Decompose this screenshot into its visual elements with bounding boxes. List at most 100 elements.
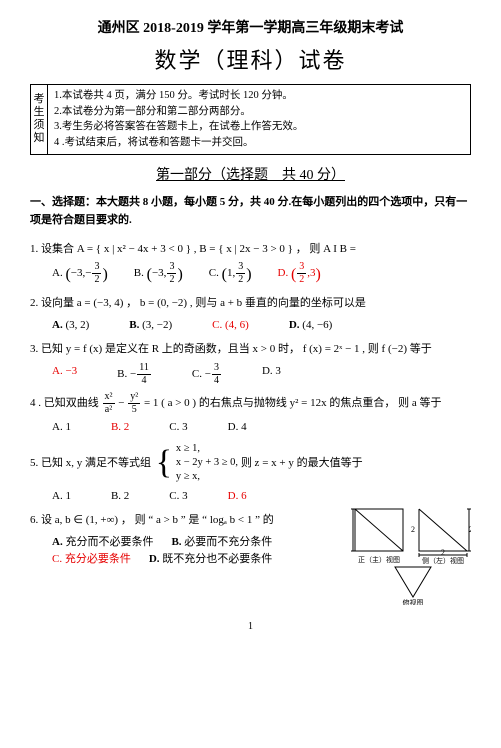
q1-labelD: D. <box>278 267 289 279</box>
q3-C-pre: − <box>205 368 211 380</box>
notice-line-4: 4 .考试结束后，将试卷和答题卡一并交回。 <box>54 135 464 151</box>
fig-front-label: 正（主）视图 <box>358 555 400 564</box>
q3-C-num: 3 <box>212 363 221 375</box>
q2-stem: 2. 设向量 a = (−3, 4) ， b = (0, −2) , 则与 a … <box>30 297 366 309</box>
q1-D-num: 3 <box>297 262 306 274</box>
q3-A: −3 <box>65 365 77 377</box>
q1-C-num: 3 <box>236 262 245 274</box>
q1-options: A. (−3,−32) B. (−3,32) C. (1,32) D. (32,… <box>52 262 471 288</box>
dim-2b: 2 <box>469 525 471 534</box>
q5-stem-pre: 5. 已知 x, y 满足不等式组 <box>30 456 154 468</box>
q2-B: (3, −2) <box>142 319 172 331</box>
q1-A-num: 3 <box>92 262 101 274</box>
q1-optC: C. (1,32) <box>209 262 252 288</box>
q4-optA: A. 1 <box>52 419 71 436</box>
q4-B: 2 <box>124 421 130 433</box>
q1-B-den: 2 <box>167 274 176 285</box>
q1-optA: A. (−3,−32) <box>52 262 108 288</box>
q2-labelB: B. <box>129 319 139 331</box>
q1-optD: D. (32,3) <box>278 262 321 288</box>
q6-optA: A. 充分而不必要条件 <box>52 534 153 551</box>
q3-B-pre: − <box>130 368 136 380</box>
q4-labelC: C. <box>169 421 179 433</box>
q4-optB: B. 2 <box>111 419 129 436</box>
q2-optA: A. (3, 2) <box>52 317 89 334</box>
q1-mid: , B = <box>194 243 219 255</box>
fig-side-label: 侧（左）视图 <box>422 556 464 565</box>
q4-num2: y² <box>128 392 140 404</box>
q4-optD: D. 4 <box>228 419 247 436</box>
q1-B-num: 3 <box>167 262 176 274</box>
q1-optB: B. (−3,32) <box>134 262 183 288</box>
q1-C-den: 2 <box>236 274 245 285</box>
q2-options: A. (3, 2) B. (3, −2) C. (4, 6) D. (4, −6… <box>52 317 471 334</box>
q5-row2: x − 2y + 3 ≥ 0, <box>176 456 238 470</box>
q1-setA: { x | x² − 4x + 3 < 0 } <box>96 243 191 255</box>
q1-C-left: 1, <box>227 267 235 279</box>
q6-labelA: A. <box>52 536 63 548</box>
q3-B-den: 4 <box>137 375 151 386</box>
dim-2a: 2 <box>411 525 415 534</box>
q6-optB: B. 必要而不充分条件 <box>171 534 272 551</box>
q3-B-num: 11 <box>137 363 151 375</box>
q3-labelC: C. <box>192 368 202 380</box>
q5-row3: y ≥ x, <box>176 470 238 484</box>
q4-D: 4 <box>241 421 247 433</box>
q5-brace: { x ≥ 1, x − 2y + 3 ≥ 0, y ≥ x, <box>156 442 238 485</box>
q6-D: 既不充分也不必要条件 <box>162 553 272 565</box>
q6-B: 必要而不充分条件 <box>184 536 272 548</box>
q6-A: 充分而不必要条件 <box>65 536 153 548</box>
q5-optD: D. 6 <box>228 488 247 505</box>
header-line1: 通州区 2018-2019 学年第一学期高三年级期末考试 <box>30 18 471 40</box>
q5-B: 2 <box>124 490 130 502</box>
fig-top-label: 俯视图 <box>403 598 424 605</box>
q1-labelA: A. <box>52 267 63 279</box>
q2-labelA: A. <box>52 319 63 331</box>
three-view-svg: 正（主）视图 侧（左）视图 2 2 2 <box>351 505 471 605</box>
q6-row: 6. 设 a, b ∈ (1, +∞) ， 则 “ a > b ” 是 “ lo… <box>30 505 471 611</box>
q4-labelD: D. <box>228 421 239 433</box>
q3-stem: 3. 已知 y = f (x) 是定义在 R 上的奇函数，且当 x > 0 时，… <box>30 343 432 355</box>
q2: 2. 设向量 a = (−3, 4) ， b = (0, −2) , 则与 a … <box>30 294 471 313</box>
notice-box: 考 生 须 知 1.本试卷共 4 页，满分 150 分。考试时长 120 分钟。… <box>30 84 471 155</box>
q1-post: ， 则 A I B = <box>296 243 356 255</box>
notice-line-3: 3.考生务必将答案答在答题卡上，在试卷上作答无效。 <box>54 119 464 135</box>
q6-optD: D. 既不充分也不必要条件 <box>149 551 272 568</box>
notice-side-ch1: 考 <box>34 93 45 106</box>
q4-num1: x² <box>103 392 115 404</box>
q6-labelD: D. <box>149 553 160 565</box>
q6: 6. 设 a, b ∈ (1, +∞) ， 则 “ a > b ” 是 “ lo… <box>30 511 345 530</box>
left-brace-icon: { <box>156 446 172 480</box>
q5-labelC: C. <box>169 490 179 502</box>
header-line2: 数学（理科）试卷 <box>30 44 471 78</box>
q3-D: 3 <box>275 365 281 377</box>
page-number: 1 <box>30 619 471 635</box>
q1-A-left: −3, <box>71 267 85 279</box>
q1: 1. 设集合 A = { x | x² − 4x + 3 < 0 } , B =… <box>30 240 471 259</box>
q4-den1: a² <box>103 404 115 415</box>
q5-row1: x ≥ 1, <box>176 442 238 456</box>
q1-labelC: C. <box>209 267 219 279</box>
q3-optA: A. −3 <box>52 363 77 386</box>
q4-C: 3 <box>182 421 188 433</box>
q5: 5. 已知 x, y 满足不等式组 { x ≥ 1, x − 2y + 3 ≥ … <box>30 442 471 485</box>
q6-labelC: C. <box>52 553 62 565</box>
q1-B-left: −3, <box>152 267 166 279</box>
q2-labelD: D. <box>289 319 300 331</box>
notice-side-ch2: 生 <box>34 106 45 119</box>
q4-den2: 5 <box>128 404 140 415</box>
q5-brace-rows: x ≥ 1, x − 2y + 3 ≥ 0, y ≥ x, <box>176 442 238 485</box>
q2-A: (3, 2) <box>65 319 89 331</box>
q3: 3. 已知 y = f (x) 是定义在 R 上的奇函数，且当 x > 0 时，… <box>30 340 471 359</box>
q2-C: (4, 6) <box>225 319 249 331</box>
q5-labelA: A. <box>52 490 63 502</box>
q2-optC: C. (4, 6) <box>212 317 249 334</box>
q5-options: A. 1 B. 2 C. 3 D. 6 <box>52 488 471 505</box>
q4-optC: C. 3 <box>169 419 187 436</box>
q3-optD: D. 3 <box>262 363 281 386</box>
section1-instructions: 一、选择题：本大题共 8 小题，每小题 5 分，共 40 分.在每小题列出的四个… <box>30 194 471 229</box>
q4-labelA: A. <box>52 421 63 433</box>
q5-A: 1 <box>65 490 71 502</box>
q5-labelD: D. <box>228 490 239 502</box>
q2-optB: B. (3, −2) <box>129 317 172 334</box>
